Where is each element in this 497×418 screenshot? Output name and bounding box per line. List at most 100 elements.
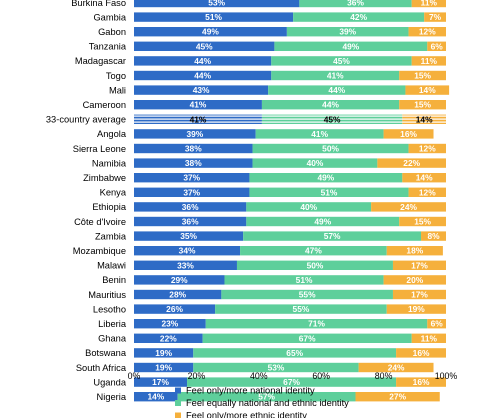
- bars: 53% 36% 11% 51% 42% 7% 49% 39% 12% 45% 49% 6% 44% 45%…: [134, 0, 450, 402]
- category-label-burkina-faso: Burkina Faso: [71, 0, 126, 8]
- data-label-uganda-national: 17%: [152, 377, 169, 387]
- data-label-zimbabwe-equal: 49%: [317, 173, 334, 183]
- bar-cote-d-ivoire-equal: [246, 216, 400, 227]
- data-label-cote-d-ivoire-equal: 49%: [314, 217, 331, 227]
- bar-33-country-average-equal: [261, 114, 403, 124]
- bar-botswana-national: [134, 348, 194, 358]
- category-label-gambia: Gambia: [93, 12, 126, 22]
- category-label-mozambique: Mozambique: [73, 246, 126, 256]
- bar-madagascar-national: [134, 56, 272, 66]
- category-label-cameroon: Cameroon: [83, 100, 126, 110]
- category-label-angola: Angola: [97, 129, 127, 139]
- data-label-zimbabwe-ethnic: 14%: [416, 173, 433, 183]
- x-tick-label: 80%: [375, 371, 393, 381]
- bar-sierra-leone-ethnic: [408, 143, 446, 154]
- data-label-togo-ethnic: 15%: [414, 71, 431, 81]
- bar-zimbabwe-national: [134, 173, 250, 183]
- data-label-ethiopia-equal: 40%: [300, 202, 317, 212]
- bar-togo-national: [134, 70, 272, 81]
- bar-mali-national: [134, 85, 269, 95]
- data-label-mozambique-national: 34%: [179, 246, 196, 256]
- bar-liberia-equal: [205, 319, 428, 329]
- data-label-lesotho-national: 26%: [166, 304, 183, 314]
- category-label-ghana: Ghana: [98, 334, 127, 344]
- bar-33-country-average-ethnic: [402, 114, 446, 124]
- bar-gambia-ethnic: [424, 12, 446, 22]
- bar-burkina-faso-ethnic: [411, 0, 446, 8]
- bar-gabon-equal: [286, 27, 409, 37]
- bar-kenya-national: [134, 187, 250, 197]
- bar-sierra-leone-equal: [252, 143, 409, 154]
- x-tick-label: 40%: [250, 371, 268, 381]
- data-label-gambia-equal: 42%: [350, 12, 367, 22]
- data-label-cameroon-ethnic: 15%: [414, 100, 431, 110]
- bar-south-africa-equal: [193, 362, 359, 373]
- data-label-zimbabwe-national: 37%: [183, 173, 200, 183]
- bar-33-country-average-national: [134, 114, 262, 124]
- category-label-liberia: Liberia: [98, 319, 127, 329]
- category-label-madagascar: Madagascar: [75, 56, 126, 66]
- bar-madagascar-ethnic: [411, 56, 446, 66]
- bar-uganda-national: [134, 377, 188, 387]
- data-label-south-africa-national: 19%: [155, 363, 172, 373]
- bar-south-africa-ethnic: [358, 362, 434, 373]
- data-label-uganda-equal: 67%: [283, 377, 300, 387]
- data-label-south-africa-ethnic: 24%: [388, 363, 405, 373]
- data-label-cote-d-ivoire-national: 36%: [182, 217, 199, 227]
- bar-zimbabwe-equal: [249, 173, 403, 183]
- category-label-nigeria: Nigeria: [97, 392, 127, 402]
- bar-ghana-national: [134, 333, 203, 343]
- bar-mauritius-ethnic: [392, 289, 446, 300]
- legend-label-national: Feel only/more national identity: [186, 386, 315, 396]
- bar-namibia-ethnic: [377, 158, 446, 168]
- bar-mali-ethnic: [405, 85, 450, 95]
- bar-mozambique-equal: [240, 246, 387, 256]
- data-label-nigeria-equal: 57%: [258, 392, 275, 402]
- bar-kenya-equal: [249, 187, 409, 197]
- data-label-ethiopia-national: 36%: [182, 202, 199, 212]
- bar-malawi-equal: [236, 260, 393, 270]
- legend-label-ethnic: Feel only/more ethnic identity: [186, 411, 307, 418]
- bar-ethiopia-ethnic: [371, 202, 446, 212]
- bar-cote-d-ivoire-ethnic: [399, 216, 446, 227]
- data-label-zambia-ethnic: 8%: [427, 231, 440, 241]
- data-label-liberia-ethnic: 6%: [431, 319, 444, 329]
- data-label-ethiopia-ethnic: 24%: [400, 202, 417, 212]
- bar-zambia-ethnic: [421, 231, 446, 241]
- data-label-angola-ethnic: 16%: [400, 129, 417, 139]
- bar-angola-ethnic: [383, 129, 434, 139]
- bar-lesotho-ethnic: [386, 304, 446, 314]
- bar-mauritius-equal: [221, 289, 393, 300]
- data-label-namibia-national: 38%: [185, 158, 202, 168]
- data-label-burkina-faso-national: 53%: [208, 0, 225, 8]
- data-label-togo-equal: 41%: [327, 71, 344, 81]
- bar-ghana-equal: [202, 333, 412, 343]
- category-label-malawi: Malawi: [97, 261, 126, 271]
- bar-botswana-equal: [193, 348, 397, 358]
- data-label-gambia-ethnic: 7%: [429, 12, 442, 22]
- bar-angola-equal: [255, 129, 384, 139]
- category-label-uganda: Uganda: [93, 377, 126, 387]
- category-label-sierra-leone: Sierra Leone: [73, 144, 126, 154]
- x-tick-label: 0%: [128, 371, 141, 381]
- data-label-botswana-ethnic: 16%: [413, 348, 430, 358]
- data-label-cameroon-equal: 44%: [322, 100, 339, 110]
- bar-mali-equal: [268, 85, 406, 95]
- data-label-angola-national: 39%: [186, 129, 203, 139]
- data-label-kenya-ethnic: 12%: [419, 187, 436, 197]
- data-label-liberia-equal: 71%: [308, 319, 325, 329]
- data-label-ghana-national: 22%: [160, 333, 177, 343]
- bar-benin-national: [134, 275, 225, 285]
- data-label-tanzania-equal: 49%: [342, 41, 359, 51]
- category-labels: Burkina Faso Gambia Gabon Tanzania Madagasca…: [46, 0, 127, 402]
- category-label-lesotho: Lesotho: [93, 304, 126, 314]
- data-label-malawi-national: 33%: [177, 260, 194, 270]
- data-label-togo-national: 44%: [194, 71, 211, 81]
- data-label-33-country-average-national: 41%: [190, 114, 207, 124]
- data-label-burkina-faso-ethnic: 11%: [421, 0, 438, 8]
- bar-benin-ethnic: [383, 275, 446, 285]
- data-label-sierra-leone-national: 38%: [185, 144, 202, 154]
- bar-cameroon-ethnic: [399, 100, 446, 110]
- data-label-botswana-equal: 65%: [286, 348, 303, 358]
